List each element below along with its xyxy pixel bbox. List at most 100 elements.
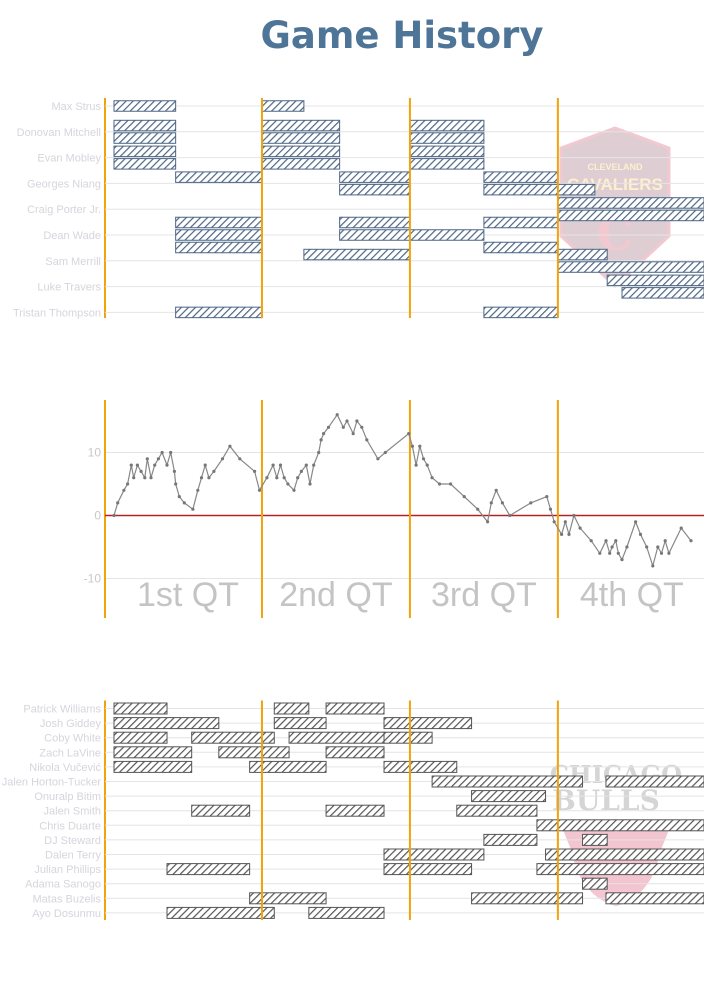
data-point	[418, 444, 422, 448]
stint-bar	[113, 100, 177, 112]
player-label-julian-phillips: Julian Phillips	[34, 864, 101, 876]
stint-bar	[605, 892, 704, 905]
cavaliers-rotation-chart: Max Strus Donovan Mitchell Evan Mobley Geor…	[13, 98, 704, 319]
data-point	[462, 495, 466, 499]
stint-bar	[261, 158, 341, 170]
stint-bar	[175, 306, 263, 319]
stint-bar	[483, 171, 559, 183]
data-point	[494, 488, 498, 492]
stint-bar	[261, 145, 341, 158]
stint-bar	[456, 804, 538, 817]
data-point	[139, 469, 143, 473]
stint-bar	[605, 775, 704, 788]
data-point	[116, 501, 120, 505]
data-point	[112, 513, 116, 518]
stint-bar	[113, 731, 168, 744]
data-point	[177, 495, 181, 499]
stint-bar	[249, 760, 327, 773]
data-point	[604, 539, 608, 543]
data-point	[610, 545, 614, 549]
data-point	[286, 482, 290, 486]
stint-bar	[383, 863, 473, 876]
data-point	[160, 450, 164, 455]
data-point	[656, 545, 660, 549]
data-point	[489, 501, 493, 505]
data-point	[129, 463, 133, 467]
data-point	[317, 450, 321, 455]
y-tick-label: -10	[84, 572, 102, 586]
stint-bar	[431, 775, 584, 788]
data-point	[304, 463, 308, 467]
stint-bar	[483, 833, 538, 846]
data-point	[425, 463, 429, 467]
stint-bar	[383, 760, 458, 773]
page-title: Game History	[260, 14, 544, 57]
data-point	[257, 488, 262, 492]
data-point	[335, 413, 339, 417]
quarter-label: 3rd QT	[431, 576, 537, 614]
data-point	[172, 469, 176, 473]
player-label-nikola-vucevic: Nikola Vučević	[29, 762, 101, 774]
data-point	[341, 425, 345, 429]
stint-bar	[308, 906, 385, 919]
stint-bar	[409, 145, 485, 158]
stint-bar	[409, 119, 485, 132]
data-point	[122, 488, 126, 492]
data-point	[383, 450, 387, 455]
stint-bar	[582, 833, 608, 846]
stint-bar	[557, 248, 608, 261]
player-label-luke-travers: Luke Travers	[37, 282, 101, 294]
data-point	[312, 463, 316, 467]
stint-bar	[191, 731, 275, 744]
player-label-dj-steward: DJ Steward	[44, 835, 101, 847]
stint-bar	[483, 183, 596, 196]
score-differential-line	[113, 413, 692, 569]
quarter-label: 4th QT	[580, 576, 684, 614]
quarter-label: 2nd QT	[279, 576, 392, 614]
data-point	[271, 463, 275, 467]
data-point	[620, 558, 624, 562]
stint-bar	[288, 731, 385, 744]
data-point	[165, 463, 169, 467]
stint-bar	[582, 877, 608, 890]
data-point	[414, 463, 418, 467]
data-point	[679, 526, 683, 530]
stint-bar	[113, 746, 193, 759]
data-point	[135, 463, 139, 467]
data-point	[145, 457, 149, 461]
stint-bar	[218, 746, 290, 759]
stint-bar	[325, 804, 385, 817]
data-point	[275, 476, 279, 480]
player-label-craig-porter-jr: Craig Porter Jr.	[27, 204, 101, 216]
data-point	[149, 476, 153, 480]
player-label-sam-merrill: Sam Merrill	[45, 256, 101, 268]
player-label-patrick-williams: Patrick Williams	[23, 704, 101, 716]
player-label-evan-mobley: Evan Mobley	[37, 153, 101, 165]
stint-bar	[383, 731, 433, 744]
data-point	[476, 507, 480, 511]
data-point	[449, 482, 453, 486]
data-point	[253, 469, 257, 473]
stint-bar	[113, 132, 177, 144]
data-point	[625, 545, 629, 549]
data-point	[220, 457, 225, 461]
data-point	[351, 432, 355, 436]
data-point	[560, 532, 564, 537]
player-label-donovan-mitchell: Donovan Mitchell	[17, 127, 101, 139]
stint-bar	[113, 702, 168, 715]
data-point	[191, 507, 195, 511]
stint-bar	[175, 216, 263, 229]
data-point	[529, 501, 533, 505]
stint-bar	[483, 306, 559, 319]
data-point	[667, 551, 671, 555]
data-point	[132, 476, 136, 480]
score-differential-chart: 10 0 -10 1st QT 2nd QT 3rd QT 4th QT	[84, 400, 704, 618]
player-label-tristan-thompson: Tristan Thompson	[13, 307, 101, 319]
stint-bar	[113, 717, 220, 730]
stint-bar	[383, 717, 473, 730]
stint-bar	[471, 892, 584, 905]
stint-bar	[536, 819, 704, 832]
player-label-ayo-dosunmu: Ayo Dosunmu	[32, 908, 101, 920]
data-point	[296, 476, 300, 480]
